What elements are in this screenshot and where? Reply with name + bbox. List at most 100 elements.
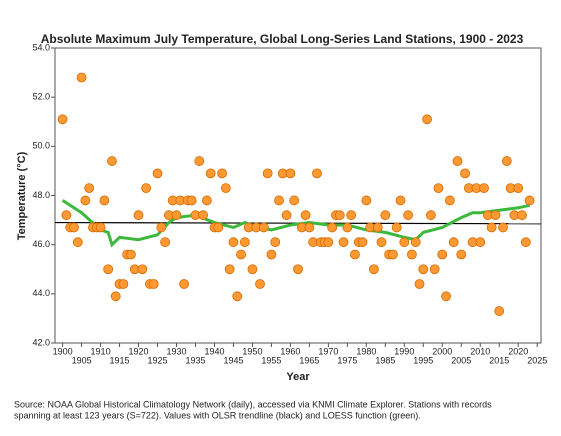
- data-point: [171, 210, 182, 221]
- x-tick-label: 2020: [508, 346, 528, 356]
- data-point: [217, 168, 227, 179]
- data-point: [338, 237, 349, 248]
- data-point: [323, 237, 334, 248]
- data-point: [327, 222, 338, 233]
- data-point: [357, 237, 368, 248]
- x-tick-label: 1900: [53, 346, 73, 356]
- data-point: [186, 195, 197, 206]
- source-note: spanning at least 123 years (S=722). Val…: [14, 410, 421, 420]
- data-point: [372, 222, 383, 233]
- data-point: [391, 222, 402, 233]
- y-axis-label: Temperature (°C): [16, 151, 28, 240]
- source-note: Source: NOAA Global Historical Climatolo…: [14, 399, 492, 409]
- data-point: [501, 156, 512, 166]
- data-point: [407, 249, 417, 260]
- data-point: [69, 222, 79, 233]
- data-point: [80, 195, 91, 206]
- data-point: [179, 279, 189, 289]
- data-point: [429, 264, 440, 275]
- data-point: [156, 222, 167, 233]
- y-tick-label: 42.0: [32, 337, 50, 347]
- data-point: [293, 264, 303, 275]
- plot-area: [54, 47, 542, 344]
- data-point: [350, 249, 360, 260]
- x-tick-label: 1970: [318, 346, 338, 356]
- data-point: [266, 249, 277, 260]
- data-point: [258, 222, 269, 233]
- data-point: [418, 264, 429, 275]
- data-point: [72, 237, 83, 248]
- data-point: [376, 237, 387, 248]
- x-tick-label: 2010: [470, 346, 490, 356]
- data-point: [475, 237, 486, 248]
- data-point: [57, 114, 68, 125]
- x-tick-label: 1910: [91, 346, 111, 356]
- data-point: [410, 237, 421, 248]
- data-point: [312, 168, 322, 179]
- x-tick-label: 1965: [299, 355, 319, 365]
- data-point: [107, 156, 117, 166]
- x-tick-label: 1920: [129, 346, 149, 356]
- data-point: [300, 210, 311, 221]
- data-point: [205, 168, 216, 179]
- data-point: [274, 195, 284, 206]
- data-point: [346, 210, 357, 221]
- data-point: [281, 210, 292, 221]
- y-tick-label: 44.0: [32, 288, 50, 298]
- data-point: [414, 279, 425, 289]
- data-point: [342, 222, 353, 233]
- x-tick-label: 1975: [337, 355, 357, 365]
- data-point: [220, 183, 231, 194]
- data-point: [380, 210, 391, 221]
- data-point: [224, 264, 235, 275]
- loess-line: [61, 199, 530, 248]
- x-tick-label: 1985: [375, 355, 395, 365]
- data-point: [133, 210, 144, 221]
- data-point: [494, 306, 505, 316]
- data-point: [118, 279, 129, 289]
- data-point: [452, 156, 463, 166]
- data-point: [201, 195, 212, 206]
- data-point: [137, 264, 148, 275]
- data-point: [520, 237, 531, 248]
- data-point: [110, 291, 121, 302]
- x-tick-label: 1945: [223, 355, 243, 365]
- x-tick-label: 2005: [451, 355, 471, 365]
- data-point: [460, 168, 470, 179]
- x-tick-label: 2000: [432, 346, 452, 356]
- data-point: [198, 210, 208, 221]
- data-point: [486, 222, 497, 233]
- y-tick-label: 46.0: [32, 239, 50, 249]
- data-point: [255, 279, 265, 289]
- x-tick-label: 1960: [280, 346, 300, 356]
- x-tick-label: 1930: [166, 346, 186, 356]
- data-point: [490, 210, 501, 221]
- data-point: [148, 279, 159, 289]
- data-point: [479, 183, 489, 194]
- data-point: [99, 195, 110, 206]
- y-tick-label: 48.0: [32, 190, 50, 200]
- data-point: [395, 195, 406, 206]
- data-point: [441, 291, 451, 302]
- x-tick-label: 1980: [356, 346, 376, 356]
- y-tick-label: 50.0: [32, 141, 50, 151]
- x-tick-label: 1990: [394, 346, 414, 356]
- data-point: [388, 249, 398, 260]
- data-point: [399, 237, 410, 248]
- data-point: [126, 249, 136, 260]
- data-point: [433, 183, 444, 194]
- x-axis-label: Year: [286, 371, 310, 383]
- data-point: [236, 249, 246, 260]
- y-tick-label: 54.0: [32, 42, 50, 52]
- data-point: [103, 264, 114, 275]
- data-point: [448, 237, 459, 248]
- data-point: [513, 183, 524, 194]
- chart-title: Absolute Maximum July Temperature, Globa…: [41, 32, 524, 46]
- data-point: [213, 222, 224, 233]
- data-point: [160, 237, 171, 248]
- data-point: [285, 168, 296, 179]
- x-tick-label: 1925: [148, 355, 168, 365]
- data-point: [456, 249, 467, 260]
- y-tick-label: 52.0: [32, 92, 50, 102]
